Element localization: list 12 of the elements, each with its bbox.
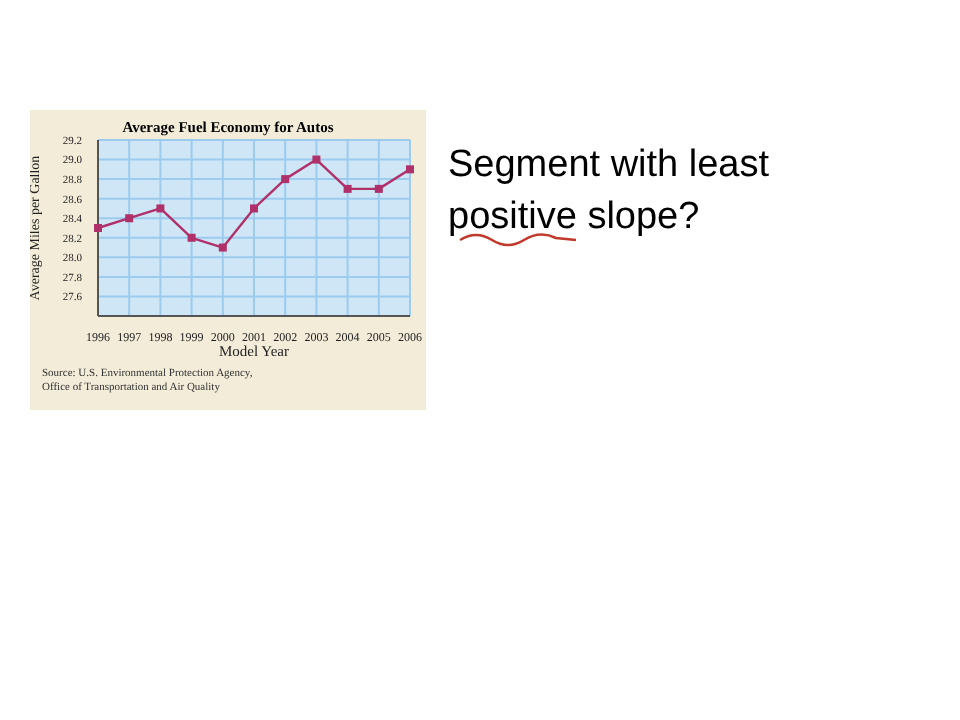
point bbox=[250, 204, 258, 213]
point bbox=[125, 214, 134, 223]
text: Segment with least positive slope? bbox=[448, 142, 772, 242]
point bbox=[374, 184, 383, 193]
point bbox=[343, 184, 352, 193]
point bbox=[312, 155, 321, 164]
point bbox=[187, 233, 196, 242]
point bbox=[156, 204, 165, 213]
point bbox=[94, 224, 102, 232]
point bbox=[218, 243, 227, 252]
point bbox=[281, 175, 290, 184]
point bbox=[406, 165, 414, 174]
